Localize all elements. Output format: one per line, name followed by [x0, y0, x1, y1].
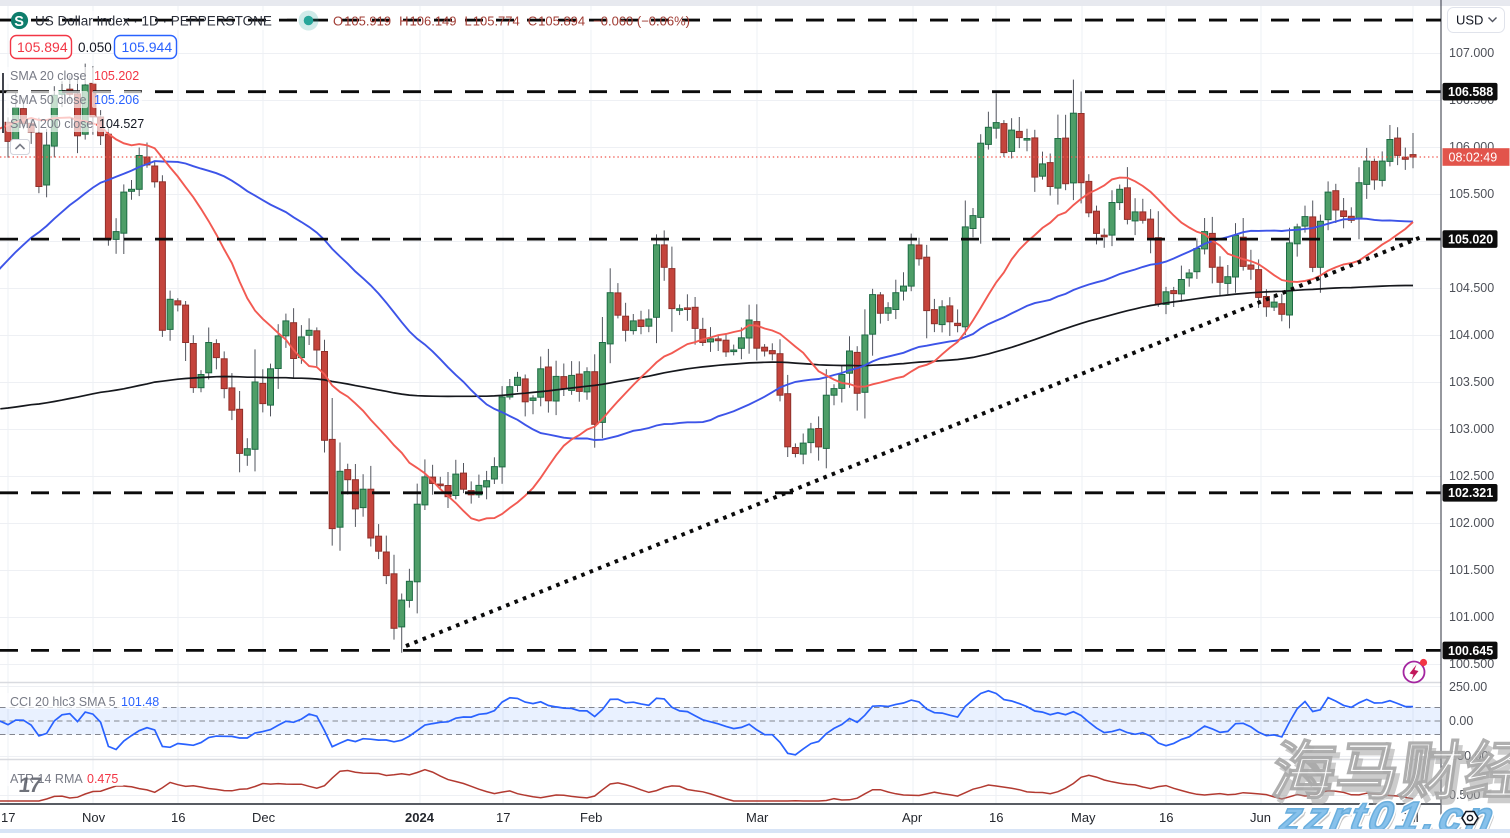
svg-text:101.500: 101.500 [1449, 563, 1494, 577]
svg-text:106.588: 106.588 [1448, 85, 1493, 99]
svg-text:USD: USD [1456, 13, 1483, 28]
svg-text:Nov: Nov [82, 810, 106, 825]
svg-text:Feb: Feb [580, 810, 602, 825]
svg-text:104.527: 104.527 [99, 117, 144, 131]
svg-text:SMA 20 close: SMA 20 close [10, 69, 86, 83]
svg-text:107.000: 107.000 [1449, 46, 1494, 60]
svg-text:105.944: 105.944 [122, 39, 173, 55]
svg-text:Dec: Dec [252, 810, 276, 825]
svg-text:101.000: 101.000 [1449, 610, 1494, 624]
svg-text:103.000: 103.000 [1449, 422, 1494, 436]
svg-text:102.500: 102.500 [1449, 469, 1494, 483]
svg-text:Jun: Jun [1250, 810, 1271, 825]
svg-text:08:02:49: 08:02:49 [1449, 150, 1498, 164]
svg-text:S: S [14, 14, 24, 30]
svg-text:105.894: 105.894 [17, 39, 68, 55]
svg-text:16: 16 [1159, 810, 1173, 825]
svg-text:102.321: 102.321 [1448, 486, 1493, 500]
svg-text:17: 17 [17, 774, 42, 797]
svg-text:0.00: 0.00 [1449, 714, 1473, 728]
svg-text:17: 17 [496, 810, 510, 825]
svg-text:Apr: Apr [902, 810, 923, 825]
svg-text:SMA 200 close: SMA 200 close [10, 117, 93, 131]
svg-text:104.500: 104.500 [1449, 281, 1494, 295]
svg-text:CCI 20 hlc3 SMA 5: CCI 20 hlc3 SMA 5 [10, 695, 116, 709]
svg-text:17: 17 [1, 810, 15, 825]
svg-text:105.500: 105.500 [1449, 187, 1494, 201]
svg-text:101.48: 101.48 [121, 695, 159, 709]
svg-text:16: 16 [989, 810, 1003, 825]
svg-text:250.00: 250.00 [1449, 680, 1487, 694]
svg-text:105.020: 105.020 [1448, 233, 1493, 247]
svg-text:105.206: 105.206 [94, 93, 139, 107]
svg-text:May: May [1071, 810, 1096, 825]
svg-text:0.475: 0.475 [87, 772, 118, 786]
svg-text:103.500: 103.500 [1449, 375, 1494, 389]
svg-text:102.000: 102.000 [1449, 516, 1494, 530]
svg-text:2024: 2024 [405, 810, 435, 825]
svg-text:Mar: Mar [746, 810, 769, 825]
svg-text:0.050: 0.050 [78, 40, 112, 55]
svg-text:SMA 50 close: SMA 50 close [10, 93, 86, 107]
svg-text:105.202: 105.202 [94, 69, 139, 83]
svg-text:100.645: 100.645 [1448, 644, 1493, 658]
svg-text:16: 16 [171, 810, 185, 825]
svg-text:US Dollar Index · 1D · PEPPERS: US Dollar Index · 1D · PEPPERSTONE [35, 14, 272, 29]
svg-text:104.000: 104.000 [1449, 328, 1494, 342]
